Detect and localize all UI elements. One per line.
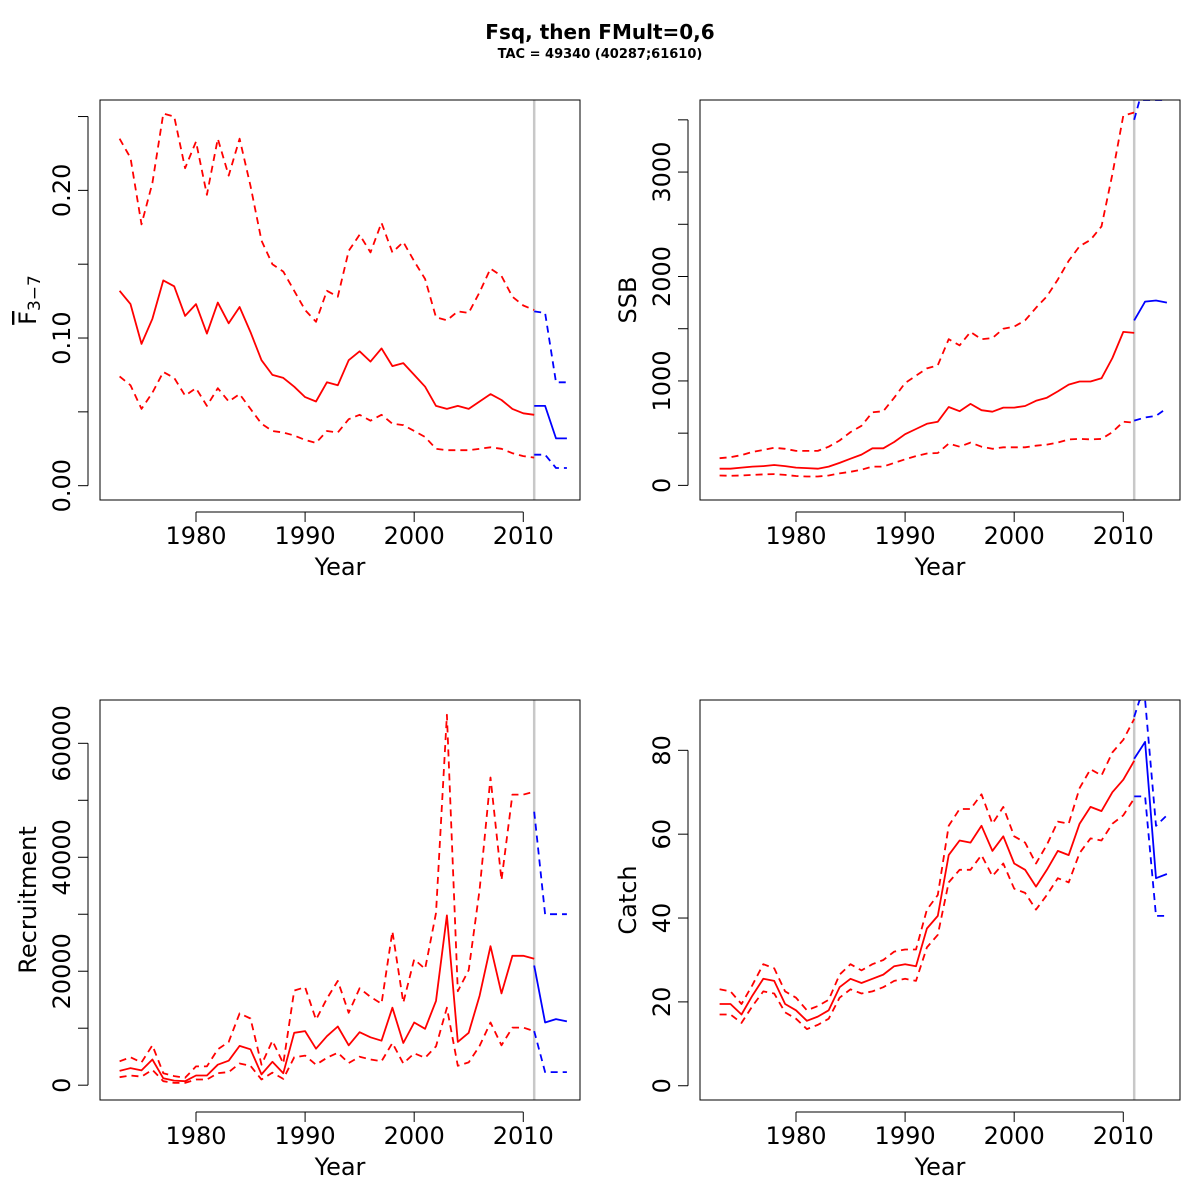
forecast-lower-ci-line	[534, 453, 567, 469]
forecast-estimate-line	[533, 965, 568, 1024]
x-tick-label: 2010	[493, 522, 554, 550]
historic-estimate-line	[719, 760, 1135, 1022]
y-axis: 0 20 40 60 80 Catch	[614, 735, 689, 1093]
forecast-estimate-line	[534, 404, 567, 440]
historic-estimate-line	[119, 914, 535, 1083]
x-tick-label: 1990	[275, 1122, 336, 1150]
series-group	[719, 700, 1168, 1030]
panel-bottom-left: 1980 1990 2000 2010 Year 0 20000 40000 60000 Recr…	[14, 699, 581, 1181]
x-tick-label: 2000	[984, 1122, 1045, 1150]
y-axis: 0 20000 40000 60000 Recruitment	[14, 705, 89, 1093]
forecast-lower-ci-line	[1133, 407, 1168, 422]
historic-upper-ci-line	[118, 112, 535, 323]
forecast-estimate-line	[1133, 299, 1168, 321]
forecast-estimate-line	[1133, 741, 1168, 880]
historic-estimate-line	[118, 279, 535, 416]
y-tick-label: 80	[648, 735, 676, 766]
historic-upper-ci-line	[719, 718, 1135, 1012]
historic-lower-ci-line	[719, 420, 1135, 478]
plot-frame	[99, 699, 581, 1101]
x-axis: 1980 1990 2000 2010 Year	[765, 511, 1154, 581]
x-tick-label: 2010	[1093, 1122, 1154, 1150]
x-tick-label: 1980	[165, 1122, 226, 1150]
x-tick-label: 2010	[1093, 522, 1154, 550]
y-axis: 0 1000 2000 3000 SSB	[614, 119, 689, 493]
y-tick-label: 40	[648, 903, 676, 934]
plot-frame	[699, 699, 1181, 1101]
x-tick-label: 1980	[765, 1122, 826, 1150]
panel-top-right: 1980 1990 2000 2010 Year 0 1000 2000 3000 SSB	[614, 99, 1181, 581]
y-axis-label: F3−7	[14, 275, 45, 325]
x-tick-label: 2000	[984, 522, 1045, 550]
historic-upper-ci-line	[719, 111, 1135, 460]
chart-subtitle: TAC = 49340 (40287;61610)	[497, 47, 703, 62]
series-group	[118, 112, 567, 469]
historic-lower-ci-line	[719, 798, 1135, 1030]
y-tick-label: 0.20	[48, 164, 76, 217]
x-tick-label: 1990	[275, 522, 336, 550]
historic-upper-ci-line	[119, 713, 535, 1079]
forecast-upper-ci-line	[1133, 100, 1167, 121]
y-axis-label: Recruitment	[14, 826, 42, 973]
x-axis-label: Year	[314, 553, 366, 581]
y-tick-label: 3000	[648, 142, 676, 203]
series-group	[719, 100, 1168, 478]
y-tick-label: 0.00	[48, 459, 76, 512]
x-tick-label: 2010	[493, 1122, 554, 1150]
y-tick-label: 60	[648, 819, 676, 850]
y-tick-label: 2000	[648, 246, 676, 307]
historic-lower-ci-line	[119, 1006, 535, 1084]
y-tick-label: 0	[648, 1078, 676, 1093]
y-tick-label: 0	[48, 1078, 76, 1093]
y-tick-label: 60000	[48, 705, 76, 781]
historic-estimate-line	[719, 330, 1135, 470]
y-tick-label: 40000	[48, 819, 76, 895]
x-axis-label: Year	[914, 553, 966, 581]
x-axis: 1980 1990 2000 2010 Year	[165, 511, 554, 581]
x-tick-label: 1980	[165, 522, 226, 550]
series-group	[119, 713, 568, 1084]
forecast-lower-ci-line	[533, 1030, 567, 1073]
panel-bottom-right: 1980 1990 2000 2010 Year 0 20 40 60 80 Catch	[614, 699, 1181, 1181]
y-axis: 0.00 0.10 0.20 F3−7	[14, 116, 89, 512]
chart-title: Fsq, then FMult=0,6	[485, 20, 715, 44]
y-axis-label: Catch	[614, 865, 642, 934]
forecast-lower-ci-line	[1134, 795, 1167, 917]
x-tick-label: 2000	[384, 1122, 445, 1150]
x-axis-label: Year	[914, 1153, 966, 1181]
forecast-upper-ci-line	[533, 811, 567, 916]
x-axis: 1980 1990 2000 2010 Year	[165, 1111, 554, 1181]
y-tick-label: 20	[648, 987, 676, 1018]
forecast-upper-ci-line	[534, 310, 567, 384]
x-axis-label: Year	[314, 1153, 366, 1181]
y-tick-label: 20000	[48, 933, 76, 1009]
y-tick-label: 1000	[648, 350, 676, 411]
x-tick-label: 1990	[875, 522, 936, 550]
y-axis-label: SSB	[614, 277, 642, 324]
x-tick-label: 2000	[384, 522, 445, 550]
x-tick-label: 1980	[765, 522, 826, 550]
panel-top-left: 1980 1990 2000 2010 Year 0.00 0.10 0.20 F3−7	[14, 99, 581, 581]
x-tick-label: 1990	[875, 1122, 936, 1150]
y-tick-label: 0	[648, 478, 676, 493]
plot-frame	[99, 99, 581, 501]
x-axis: 1980 1990 2000 2010 Year	[765, 1111, 1154, 1181]
y-tick-label: 0.10	[48, 311, 76, 364]
historic-lower-ci-line	[119, 371, 535, 459]
plot-frame	[699, 99, 1181, 501]
